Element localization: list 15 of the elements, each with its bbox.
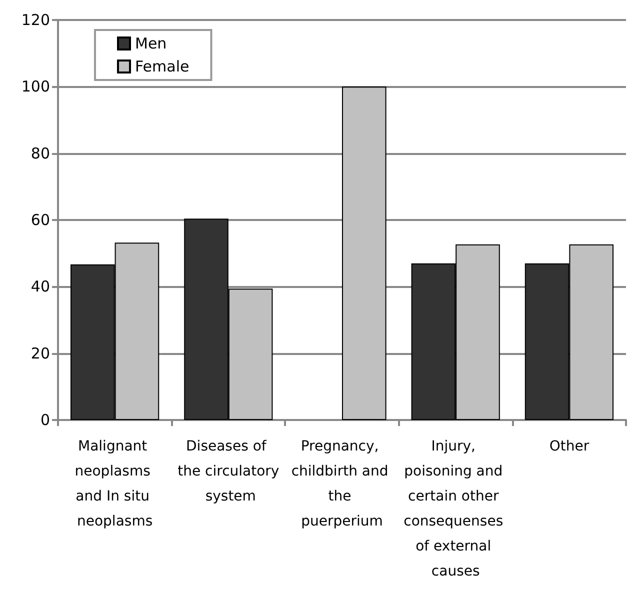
bar: [342, 86, 386, 420]
y-tick-label: 0: [40, 411, 50, 429]
y-tick-label: 20: [30, 344, 50, 362]
y-tick-label: 60: [30, 211, 50, 229]
y-tick-label: 100: [21, 78, 50, 96]
y-tick-label: 120: [21, 11, 50, 29]
x-tick-label: Malignant neoplasms and In situ neoplasms: [74, 438, 155, 530]
y-tick-label: 40: [30, 278, 50, 296]
x-tick-label: Other: [549, 438, 590, 454]
legend-label: Female: [135, 58, 190, 76]
y-tick-label: 80: [30, 144, 50, 162]
x-tick-label: Injury, poisoning and certain other consequenses of external causes: [404, 438, 508, 580]
legend-label: Men: [135, 34, 167, 52]
x-tick-label: Pregnancy, childbirth and the puerperium: [291, 438, 393, 530]
x-tick-label: Diseases of the circulatory system: [178, 438, 280, 504]
